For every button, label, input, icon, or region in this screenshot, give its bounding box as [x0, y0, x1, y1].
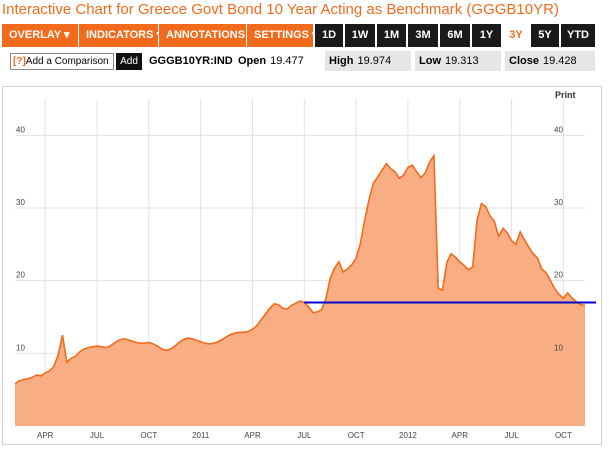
x-tick-label: APR: [452, 431, 469, 440]
range-button-5y[interactable]: 5Y: [531, 24, 559, 47]
chart-panel: Print APR JUL OCT 2011 APR JUL OCT 2012 APR JUL OC…: [2, 86, 602, 445]
range-button-6m[interactable]: 6M: [440, 24, 470, 47]
close-stat: Close 19.428: [505, 51, 595, 71]
open-stat: Open 19.477: [234, 51, 320, 71]
x-tick-label: APR: [37, 431, 54, 440]
yield-line: [14, 153, 586, 385]
high-stat: High 19.974: [325, 51, 411, 71]
bond-yield-chart[interactable]: Print APR JUL OCT 2011 APR JUL OCT 2012 APR JUL OC…: [3, 87, 601, 444]
settings-menu-button[interactable]: SETTINGS ▾: [247, 24, 318, 47]
range-button-3y[interactable]: 3Y: [503, 24, 529, 47]
open-label: Open: [238, 55, 267, 67]
x-tick-label: OCT: [140, 431, 157, 440]
x-tick-label: OCT: [348, 431, 365, 440]
y-tick-label-right: 10: [554, 343, 563, 352]
high-value: 19.974: [357, 55, 392, 67]
x-tick-label: 2012: [399, 431, 417, 440]
x-tick-label: JUL: [90, 431, 105, 440]
add-comparison-placeholder: Add a Comparison: [25, 56, 109, 67]
chart-toolbar: OVERLAY ▾ INDICATORS ▾ ANNOTATIONS ▾ SET…: [2, 24, 602, 47]
low-stat: Low 19.313: [415, 51, 501, 71]
open-value: 19.477: [270, 55, 304, 67]
y-tick-label-right: 20: [554, 271, 563, 280]
add-comparison-input[interactable]: [?]Add a Comparison: [10, 53, 114, 70]
symbol-label: GGGB10YR:IND: [149, 55, 233, 67]
help-icon[interactable]: [?]: [13, 56, 26, 67]
range-button-ytd[interactable]: YTD: [561, 24, 595, 47]
high-label: High: [329, 55, 354, 67]
x-tick-label: JUL: [504, 431, 519, 440]
low-value: 19.313: [445, 55, 479, 67]
y-tick-label-left: 10: [16, 343, 25, 352]
x-tick-label: APR: [244, 431, 261, 440]
range-button-1w[interactable]: 1W: [345, 24, 375, 47]
range-button-1m[interactable]: 1M: [377, 24, 406, 47]
add-comparison-button[interactable]: Add: [116, 53, 142, 70]
y-tick-label-left: 40: [16, 125, 25, 134]
low-label: Low: [419, 55, 441, 67]
overlay-menu-button[interactable]: OVERLAY ▾: [2, 24, 78, 47]
range-button-3m[interactable]: 3M: [408, 24, 438, 47]
range-button-1y[interactable]: 1Y: [472, 24, 501, 47]
close-label: Close: [509, 55, 539, 67]
indicators-menu-button[interactable]: INDICATORS ▾: [79, 24, 162, 47]
y-tick-label-left: 20: [16, 271, 25, 280]
quote-info-bar: [?]Add a Comparison Add GGGB10YR:IND Ope…: [2, 51, 602, 73]
x-tick-label: JUL: [297, 431, 312, 440]
x-tick-label: OCT: [555, 431, 572, 440]
x-tick-label: 2011: [192, 431, 210, 440]
y-tick-label-right: 40: [554, 125, 563, 134]
print-link[interactable]: Print: [555, 90, 576, 100]
close-value: 19.428: [542, 55, 577, 67]
y-tick-label-left: 30: [16, 198, 25, 207]
range-button-1d[interactable]: 1D: [315, 24, 343, 47]
y-tick-label-right: 30: [554, 198, 563, 207]
page-title: Interactive Chart for Greece Govt Bond 1…: [2, 1, 559, 18]
annotations-menu-button[interactable]: ANNOTATIONS ▾: [159, 24, 254, 47]
yield-area: [15, 155, 585, 426]
